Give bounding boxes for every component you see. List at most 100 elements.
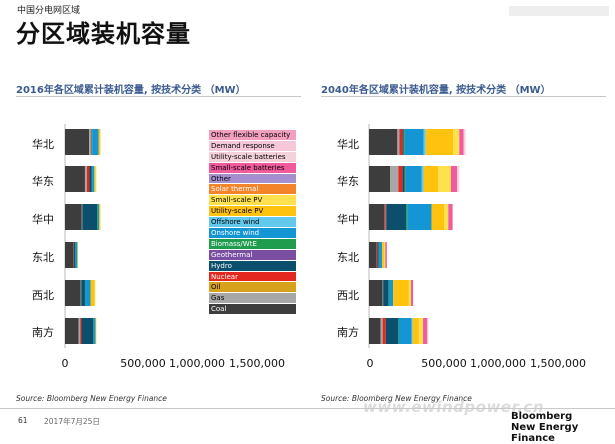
bar-segment (463, 129, 466, 155)
bar-segment (411, 280, 414, 306)
bar-segment (81, 204, 83, 230)
bar-segment (397, 129, 400, 155)
bar-segment (65, 129, 90, 155)
bar-segment (80, 280, 82, 306)
bar-segment (85, 280, 91, 306)
legend-item: Coal (209, 304, 296, 316)
category-label: 华北 (32, 138, 54, 151)
legend-item: Demand response (209, 140, 296, 152)
legend-item: Nuclear (209, 271, 296, 283)
bar-segment (423, 166, 439, 192)
bar-segment (421, 166, 424, 192)
x-tick-label: 0 (61, 357, 69, 370)
category-label: 南方 (337, 326, 359, 339)
category-label: 西北 (337, 289, 359, 302)
bar-segment (386, 204, 407, 230)
bar-segment (448, 204, 453, 230)
bar-segment (427, 318, 429, 344)
bar-segment (378, 242, 383, 268)
bar-segment (369, 129, 398, 155)
bar-segment (385, 242, 387, 268)
bar-segment (383, 280, 389, 306)
category-label: 华中 (337, 213, 359, 226)
bar-segment (77, 242, 78, 268)
title-divider-left (16, 96, 301, 97)
legend-item: Biomass/WtE (209, 238, 296, 250)
bar-segment (84, 280, 86, 306)
bar-segment (97, 204, 100, 230)
bar-segment (94, 280, 96, 306)
chart-title-2016: 2016年各区域累计装机容量, 按技术分类 （MW） (16, 85, 246, 96)
bar-segment (84, 166, 87, 192)
bar-segment (404, 166, 406, 192)
bar-segment (377, 242, 379, 268)
bar-segment (438, 166, 451, 192)
bar-segment (369, 280, 383, 306)
bar-segment (93, 318, 96, 344)
footer-date: 2017年7月25日 (44, 417, 100, 426)
bar-segment (77, 242, 79, 268)
bar-segment (95, 318, 96, 344)
bar-segment (431, 204, 445, 230)
category-label: 西北 (32, 289, 54, 302)
bar-segment (398, 318, 399, 344)
bar-segment (369, 166, 390, 192)
x-tick-label: 0 (366, 357, 374, 370)
page-title: 分区域装机容量 (16, 20, 191, 48)
x-tick-label: 1,000,000 (470, 357, 526, 370)
bar-segment (404, 129, 424, 155)
x-tick-label: 1,000,000 (169, 357, 225, 370)
bar-segment (94, 166, 96, 192)
bar-segment (444, 204, 449, 230)
legend-item: Utility-scale PV (209, 206, 296, 218)
bar-segment (376, 242, 378, 268)
bar-segment (89, 129, 91, 155)
bar-segment (402, 166, 405, 192)
bar-segment (65, 204, 82, 230)
bar-segment (380, 318, 383, 344)
legend-item: Hydro (209, 260, 296, 272)
bar-segment (91, 129, 93, 155)
bar-segment (73, 242, 75, 268)
bar-segment (95, 318, 97, 344)
legend-item: Solar thermal (209, 184, 296, 196)
category-label: 东北 (337, 251, 359, 264)
bar-segment (407, 204, 432, 230)
bar-segment (369, 204, 385, 230)
bar-segment (453, 129, 460, 155)
legend-item: Other flexible capacity (209, 130, 296, 141)
header-decoration (509, 6, 609, 16)
legend-item: Geothermal (209, 249, 296, 261)
x-tick-label: 500,000 (421, 357, 467, 370)
bar-segment (86, 166, 90, 192)
bar-segment (80, 318, 82, 344)
legend-item: Other (209, 173, 296, 185)
legend-item: Oil (209, 282, 296, 294)
bar-segment (412, 318, 419, 344)
legend-item: Offshore wind (209, 217, 296, 229)
bar-segment (97, 204, 98, 230)
category-label: 华中 (32, 213, 54, 226)
bar-segment (450, 166, 458, 192)
bar-segment (92, 129, 99, 155)
bar-segment (95, 166, 97, 192)
category-label: 华北 (337, 138, 359, 151)
source-note-right: Source: Bloomberg New Energy Finance (321, 394, 472, 403)
section-label: 中国分电网区域 (17, 6, 81, 16)
x-tick-label: 500,000 (120, 357, 166, 370)
brand-line-1: Bloomberg (511, 411, 573, 422)
bar-segment (78, 318, 81, 344)
bar-segment (93, 318, 94, 344)
bar-segment (398, 318, 412, 344)
bar-segment (378, 242, 379, 268)
bar-segment (92, 166, 95, 192)
bar-segment (94, 166, 95, 192)
bar-segment (384, 242, 386, 268)
bar-segment (90, 280, 95, 306)
category-label: 华东 (337, 175, 359, 188)
brand-line-2: New Energy Finance (511, 422, 579, 444)
chart-title-2040: 2040年各区域累计装机容量, 按技术分类 （MW） (321, 85, 551, 96)
brand-logo: Bloomberg New Energy Finance (511, 411, 615, 444)
